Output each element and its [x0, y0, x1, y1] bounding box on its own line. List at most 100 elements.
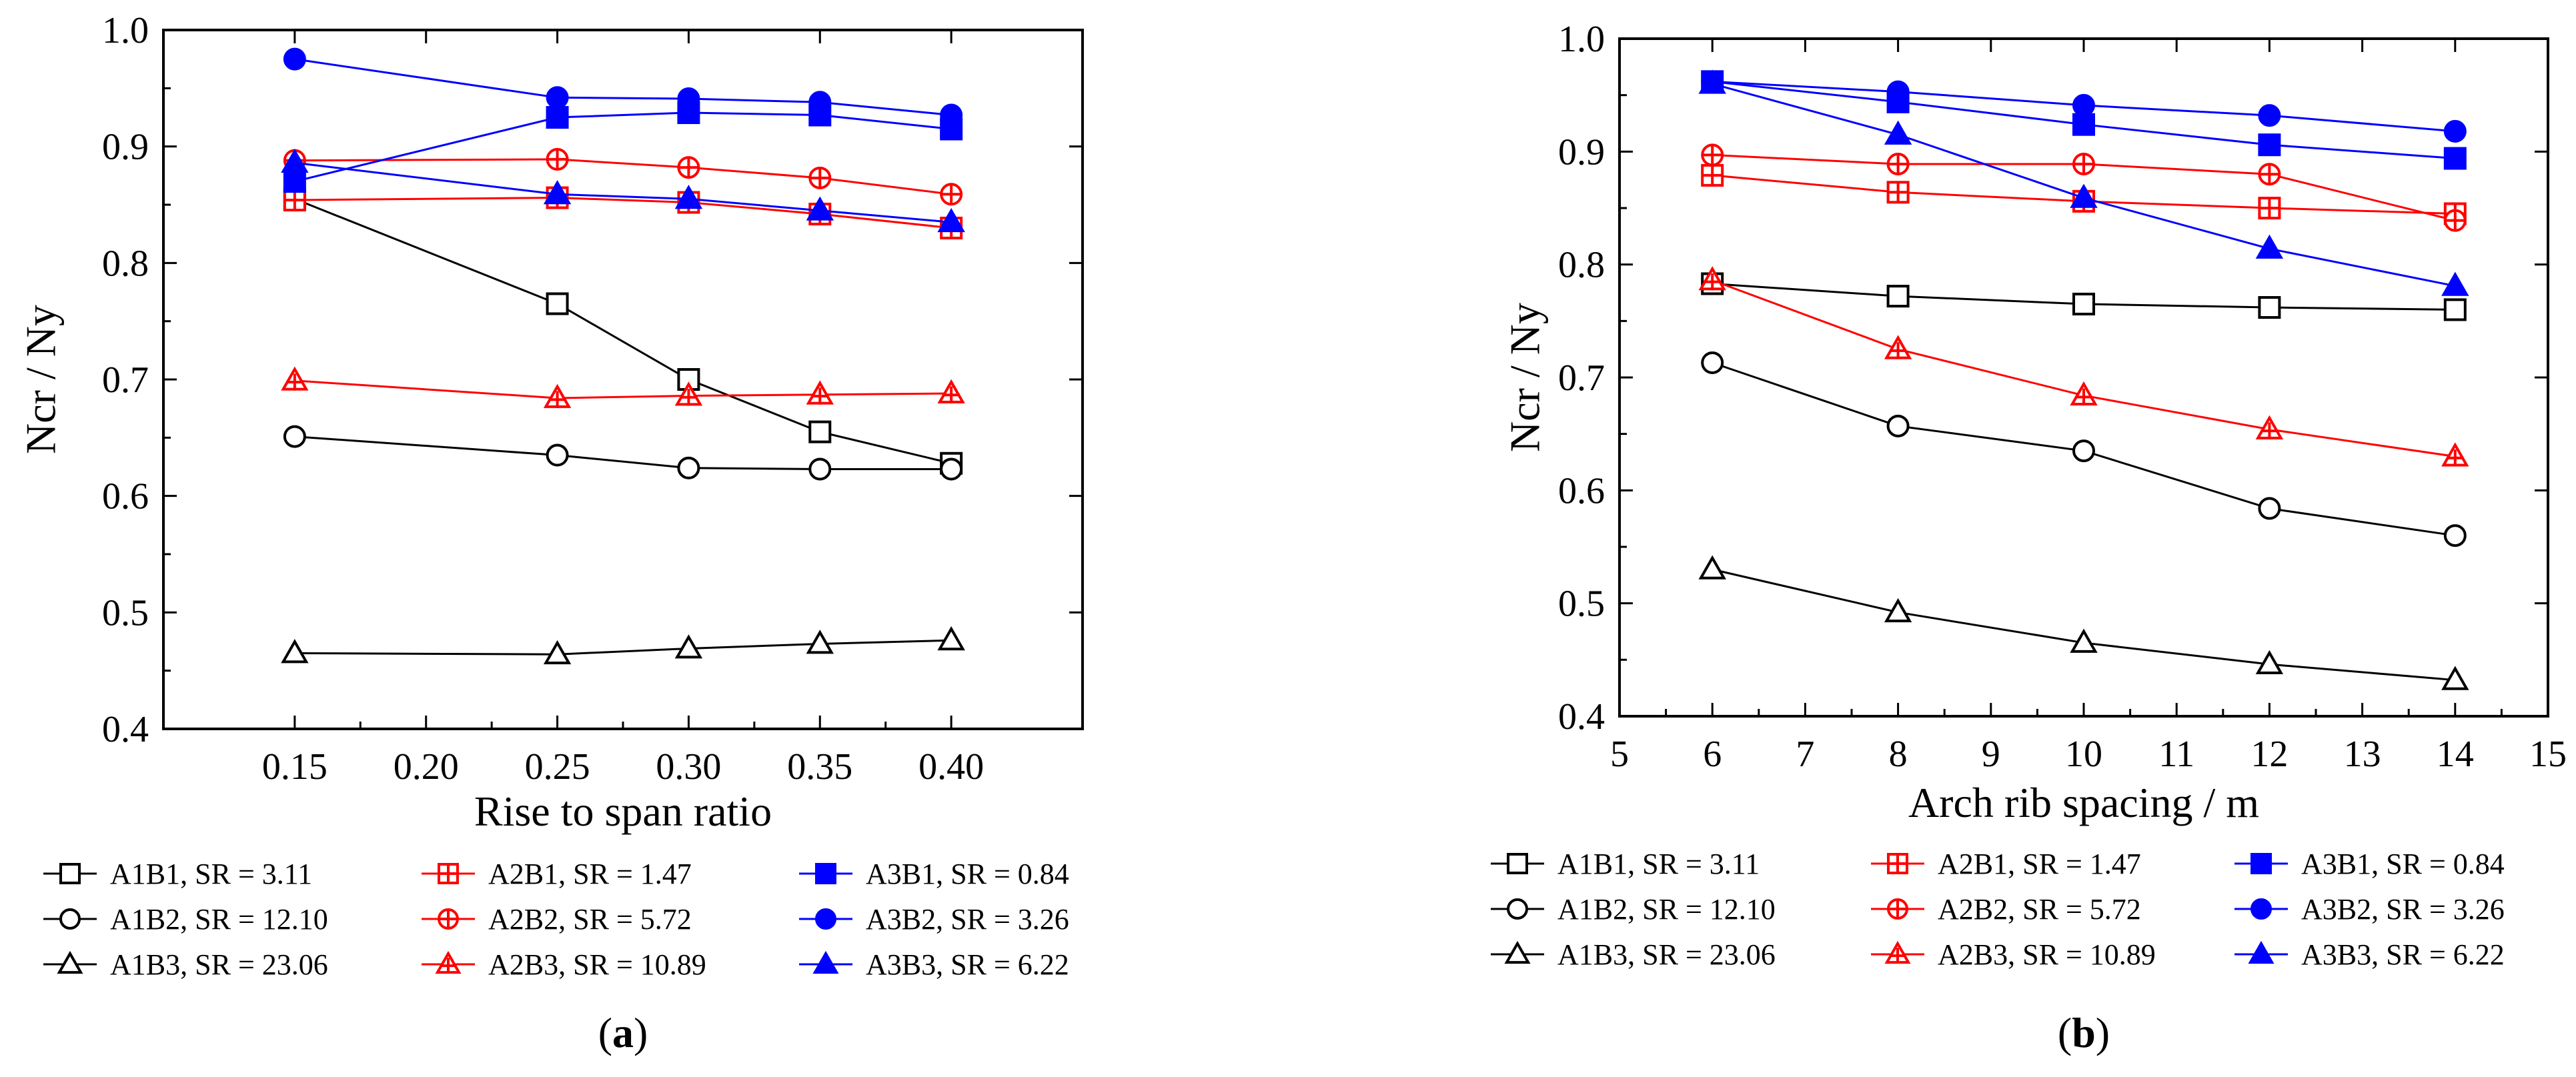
legend-marker [1507, 853, 1528, 874]
series-A1B1 [1701, 272, 2467, 321]
legend-label: A3B2, SR = 3.26 [866, 903, 1069, 936]
data-point [2258, 296, 2281, 319]
legend-label: A2B2, SR = 5.72 [1938, 893, 2141, 926]
y-tick-label: 0.7 [1558, 357, 1605, 399]
y-tick-label: 0.9 [102, 127, 149, 168]
x-tick-label: 13 [2344, 734, 2381, 775]
legend-entry: A1B2, SR = 12.10 [1491, 893, 1776, 926]
series-A3B1 [283, 101, 963, 193]
legend-entry: A1B2, SR = 12.10 [43, 903, 328, 936]
legend-label: A1B3, SR = 23.06 [110, 948, 328, 981]
data-point [2443, 524, 2467, 548]
legend-entry: A2B1, SR = 1.47 [1871, 848, 2141, 880]
series-line [294, 379, 952, 399]
legend-marker [57, 950, 83, 974]
data-point [2258, 133, 2281, 157]
series-A1B3 [281, 626, 965, 665]
data-point [2255, 234, 2284, 259]
data-point [546, 443, 569, 467]
data-point [2258, 104, 2281, 127]
y-tick-label: 0.5 [102, 592, 149, 634]
series-line [1712, 568, 2455, 682]
data-point [2072, 113, 2095, 136]
data-point [937, 626, 965, 651]
legend-marker [2250, 853, 2272, 874]
x-tick-label: 9 [1982, 734, 2000, 775]
y-tick-label: 0.8 [102, 243, 149, 284]
data-point [808, 420, 832, 443]
y-tick-label: 0.4 [102, 709, 149, 750]
data-point [806, 196, 834, 221]
legend-entry: A3B3, SR = 6.22 [799, 948, 1069, 981]
legend-label: A3B3, SR = 6.22 [866, 948, 1069, 981]
data-point [1886, 80, 1910, 103]
legend-label: A2B3, SR = 10.89 [1938, 938, 2156, 971]
data-point [2072, 93, 2095, 117]
legend-marker [815, 908, 836, 930]
legend-entry: A2B2, SR = 5.72 [1871, 893, 2141, 926]
legend-label: A1B2, SR = 12.10 [110, 903, 328, 936]
x-tick-label: 8 [1889, 734, 1908, 775]
x-tick-label: 5 [1610, 734, 1629, 775]
legend-label: A2B2, SR = 5.72 [488, 903, 692, 936]
series-A1B2 [283, 425, 963, 481]
x-tick-label: 0.20 [394, 746, 459, 788]
y-tick-label: 0.6 [102, 476, 149, 517]
data-point [2443, 298, 2467, 321]
data-point [546, 106, 569, 129]
data-point [2443, 119, 2467, 143]
data-point [808, 457, 832, 481]
legend-entry: A1B1, SR = 3.11 [43, 858, 312, 890]
y-tick-label: 0.4 [1558, 696, 1605, 738]
x-tick-label: 14 [2437, 734, 2474, 775]
legend-marker [2248, 940, 2275, 964]
data-point [2072, 292, 2095, 315]
series-A2B3 [281, 366, 965, 408]
data-point [674, 634, 703, 659]
legend-marker [59, 908, 81, 930]
legend-entry: A3B1, SR = 0.84 [799, 858, 1069, 890]
data-point [2070, 183, 2098, 208]
y-tick-label: 0.9 [1558, 131, 1605, 173]
y-tick-label: 0.8 [1558, 245, 1605, 286]
series-A2B1 [283, 186, 963, 239]
data-point [940, 103, 963, 127]
y-axis-label: Ncr / Ny [17, 305, 64, 454]
x-tick-label: 7 [1796, 734, 1814, 775]
x-tick-label: 6 [1703, 734, 1722, 775]
data-point [1884, 120, 1912, 145]
x-tick-label: 0.15 [262, 746, 328, 788]
x-axis-label: Arch rib spacing / m [1908, 779, 2259, 826]
data-point [546, 86, 569, 109]
legend-label: A3B1, SR = 0.84 [2301, 848, 2505, 880]
x-axis-label: Rise to span ratio [474, 788, 772, 835]
legend-entry: A3B2, SR = 3.26 [799, 903, 1069, 936]
plot-frame [1618, 37, 2549, 718]
y-tick-label: 1.0 [102, 10, 149, 51]
data-point [2070, 628, 2098, 653]
series-A1B1 [283, 187, 963, 475]
series-line [294, 161, 952, 223]
panel-label: (a) [598, 1009, 648, 1056]
data-point [2072, 439, 2095, 463]
x-tick-label: 0.40 [918, 746, 984, 788]
series-A3B2 [283, 47, 963, 127]
legend-label: A3B1, SR = 0.84 [866, 858, 1069, 890]
legend-label: A3B3, SR = 6.22 [2301, 938, 2505, 971]
data-point [2255, 650, 2284, 675]
data-point [281, 639, 309, 664]
series-A1B2 [1701, 351, 2467, 548]
x-tick-label: 0.30 [656, 746, 721, 788]
data-point [677, 456, 700, 479]
data-point [281, 148, 309, 173]
data-point [806, 630, 834, 654]
data-point [283, 425, 306, 448]
data-point [1884, 598, 1912, 623]
series-A3B3 [1698, 69, 2469, 296]
series-line [294, 435, 952, 470]
legend-marker [1504, 940, 1531, 964]
legend-label: A2B1, SR = 1.47 [488, 858, 692, 890]
data-point [543, 640, 572, 665]
legend-entry: A2B2, SR = 5.72 [422, 903, 692, 936]
